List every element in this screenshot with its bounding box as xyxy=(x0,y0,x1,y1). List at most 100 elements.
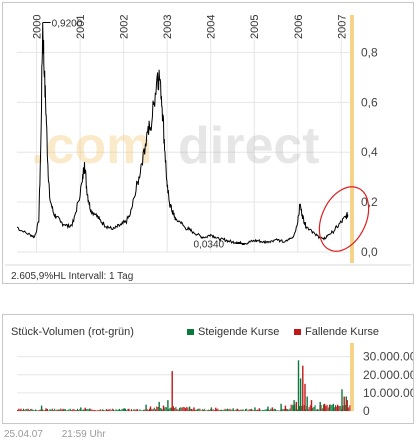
volume-bar-bg xyxy=(42,409,44,411)
year-labels: 2000 2001 2002 2003 2004 2005 2006 2007 xyxy=(32,15,349,39)
volume-bar-bg xyxy=(89,408,90,411)
legend-up-label: Steigende Kurse xyxy=(198,326,279,338)
volume-bar-bg xyxy=(113,409,114,411)
volume-bar-bg xyxy=(96,410,98,411)
volume-bar-bg xyxy=(228,409,230,411)
volume-bar-bg xyxy=(81,410,83,411)
volume-bar-bg xyxy=(272,409,274,411)
volume-bar-bg xyxy=(68,409,70,411)
legend-up-swatch xyxy=(187,329,194,335)
volume-tick-label: 10.000.000 xyxy=(363,386,413,400)
volume-bar-bg xyxy=(75,410,77,411)
volume-bar-bg xyxy=(95,410,96,411)
volume-bar-down xyxy=(128,408,130,411)
volume-bar-down xyxy=(310,400,313,411)
price-series-line xyxy=(16,22,349,246)
volume-bar-bg xyxy=(263,410,264,411)
volume-bar-bg xyxy=(225,409,227,411)
volume-bar-bg xyxy=(108,409,110,411)
footer-timestamp: 25.04.07 21:59 Uhr xyxy=(4,429,106,440)
year-label: 2007 xyxy=(336,15,348,39)
volume-bar-down xyxy=(323,403,326,412)
volume-bar-bg xyxy=(291,404,293,411)
volume-bar-bg xyxy=(49,409,51,411)
volume-bar-bg xyxy=(289,408,291,411)
volume-bar-up xyxy=(123,408,125,411)
volume-bar-down xyxy=(271,407,273,411)
volume-chart-svg: Stück-Volumen (rot-grün) Steigende Kurse… xyxy=(11,326,417,418)
volume-bar-bg xyxy=(187,407,189,411)
volume-bar-bg xyxy=(149,408,150,411)
volume-bar-bg xyxy=(44,410,46,411)
volume-title: Stück-Volumen (rot-grün) xyxy=(11,326,134,338)
volume-bar-bg xyxy=(53,410,54,411)
min-annotation: 0,0340 xyxy=(194,240,246,251)
volume-bar-bg xyxy=(127,409,129,411)
volume-bar-bg xyxy=(60,408,62,411)
volume-bar-bg xyxy=(26,408,28,411)
volume-bar-bg xyxy=(283,408,285,411)
volume-bar-bg xyxy=(93,409,95,411)
volume-bar-bg xyxy=(77,408,78,411)
volume-bar-bg xyxy=(144,409,146,411)
volume-bar-bg xyxy=(78,410,80,411)
volume-bar-bg xyxy=(173,406,174,411)
volume-bar-bg xyxy=(169,407,171,411)
volume-bar-bg xyxy=(326,404,328,411)
volume-bar-bg xyxy=(309,405,311,411)
volume-bar-bg xyxy=(138,410,140,411)
volume-bar-bg xyxy=(103,410,105,411)
volume-bar-bg xyxy=(98,410,100,411)
year-label: 2001 xyxy=(75,15,87,39)
volume-bar-down xyxy=(346,400,348,411)
volume-bar-bg xyxy=(57,410,59,411)
volume-bar-bg xyxy=(104,410,106,411)
volume-bar-bg xyxy=(246,408,248,411)
highlight-circle xyxy=(318,186,370,252)
volume-bar-bg xyxy=(203,409,204,411)
volume-tick-label: 0 xyxy=(363,404,370,418)
volume-bar-bg xyxy=(338,406,340,411)
volume-bar-bg xyxy=(279,410,281,411)
volume-bar-bg xyxy=(207,409,209,411)
volume-bar-up xyxy=(232,408,234,411)
volume-bar-bg xyxy=(287,409,288,411)
volume-bar-bg xyxy=(176,409,178,411)
volume-bar-bg xyxy=(73,409,75,411)
volume-bar-bg xyxy=(122,408,124,411)
volume-bar-bg xyxy=(336,406,338,411)
volume-bar-bg xyxy=(168,409,170,411)
volume-bar-bg xyxy=(65,409,66,411)
volume-bar-bg xyxy=(299,405,300,411)
volume-bar-bg xyxy=(318,409,320,411)
volume-bar-down xyxy=(258,408,260,411)
volume-bar-bg xyxy=(219,409,221,411)
volume-bar-bg xyxy=(277,410,279,411)
legend-down-label: Fallende Kurse xyxy=(305,326,379,338)
volume-bar-bg xyxy=(156,406,158,411)
volume-bar-bg xyxy=(290,404,292,411)
volume-bar-bg xyxy=(342,405,344,411)
volume-bar-bg xyxy=(186,407,188,411)
volume-bar-bg xyxy=(194,409,196,411)
volume-bar-bg xyxy=(134,409,136,411)
volume-bar-bg xyxy=(92,409,94,411)
volume-bar-bg xyxy=(241,409,243,411)
volume-bar-up xyxy=(80,407,82,411)
volume-bar-bg xyxy=(213,410,215,411)
volume-bar-bg xyxy=(19,409,21,411)
volume-bar-up xyxy=(145,404,147,411)
volume-bar-bg xyxy=(183,407,185,411)
volume-bar-bg xyxy=(153,407,155,411)
volume-bar-bg xyxy=(114,410,116,411)
volume-bar-bg xyxy=(159,408,161,411)
volume-bar-bg xyxy=(21,409,23,411)
volume-bar-down xyxy=(171,371,173,411)
volume-bar-up xyxy=(280,403,282,412)
min-label: 0,0340 xyxy=(194,240,225,251)
volume-bar-bg xyxy=(139,409,141,411)
volume-bar-bg xyxy=(91,409,93,411)
volume-bar-bg xyxy=(24,409,26,411)
volume-bar-bg xyxy=(61,409,63,411)
volume-bar-bg xyxy=(296,409,298,411)
